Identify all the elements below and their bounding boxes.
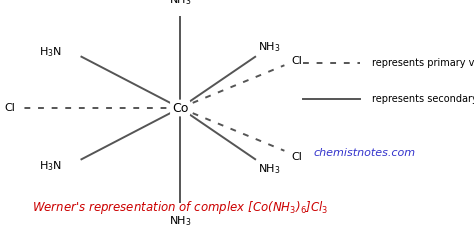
Text: NH$_3$: NH$_3$ bbox=[258, 162, 281, 176]
Text: NH$_3$: NH$_3$ bbox=[169, 0, 191, 7]
Text: Co: Co bbox=[172, 101, 188, 115]
Text: Cl: Cl bbox=[292, 153, 302, 162]
Text: Cl: Cl bbox=[5, 103, 16, 113]
Text: H$_3$N: H$_3$N bbox=[39, 160, 62, 173]
Text: Cl: Cl bbox=[292, 56, 302, 66]
Text: NH$_3$: NH$_3$ bbox=[258, 40, 281, 54]
Text: H$_3$N: H$_3$N bbox=[39, 45, 62, 59]
Text: represents primary valencies: represents primary valencies bbox=[372, 58, 474, 68]
Text: NH$_3$: NH$_3$ bbox=[169, 214, 191, 225]
Text: Werner's representation of complex [Co(NH$_3$)$_6$]Cl$_3$: Werner's representation of complex [Co(N… bbox=[32, 199, 328, 216]
Text: chemistnotes.com: chemistnotes.com bbox=[314, 148, 416, 158]
Text: represents secondary valencies: represents secondary valencies bbox=[372, 94, 474, 104]
